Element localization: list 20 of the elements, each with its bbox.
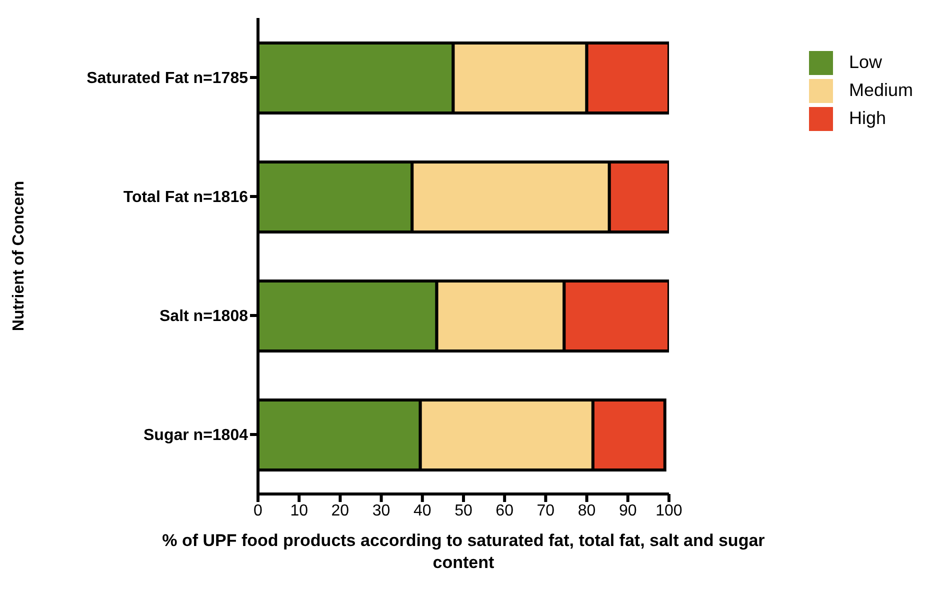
x-tick-label: 0	[254, 502, 263, 520]
x-tick-label: 50	[454, 502, 472, 520]
y-tick-label: Sugar n=1804	[144, 427, 248, 444]
x-tick-label: 10	[290, 502, 308, 520]
x-tick-label: 70	[536, 502, 555, 520]
x-tick-label: 30	[372, 502, 390, 520]
y-tick-label: Salt n=1808	[160, 308, 248, 326]
legend-label: High	[848, 108, 886, 128]
x-tick-label: 90	[618, 502, 637, 520]
x-tick-label: 100	[656, 502, 682, 520]
x-tick-label: 80	[578, 502, 596, 520]
x-tick-label: 60	[496, 502, 514, 520]
legend-label: Medium	[848, 80, 913, 100]
x-tick-label: 40	[413, 502, 432, 520]
x-tick-label: 20	[331, 502, 350, 520]
x-axis-title: % of UPF food products according to saturated fat, total fat, salt and sugar content	[162, 531, 766, 572]
legend-label: Low	[848, 52, 882, 72]
y-tick-label: Saturated Fat n=1785	[86, 70, 248, 88]
y-axis-title: Nutrient of Concern	[10, 180, 28, 332]
y-tick-label: Total Fat n=1816	[123, 189, 248, 206]
